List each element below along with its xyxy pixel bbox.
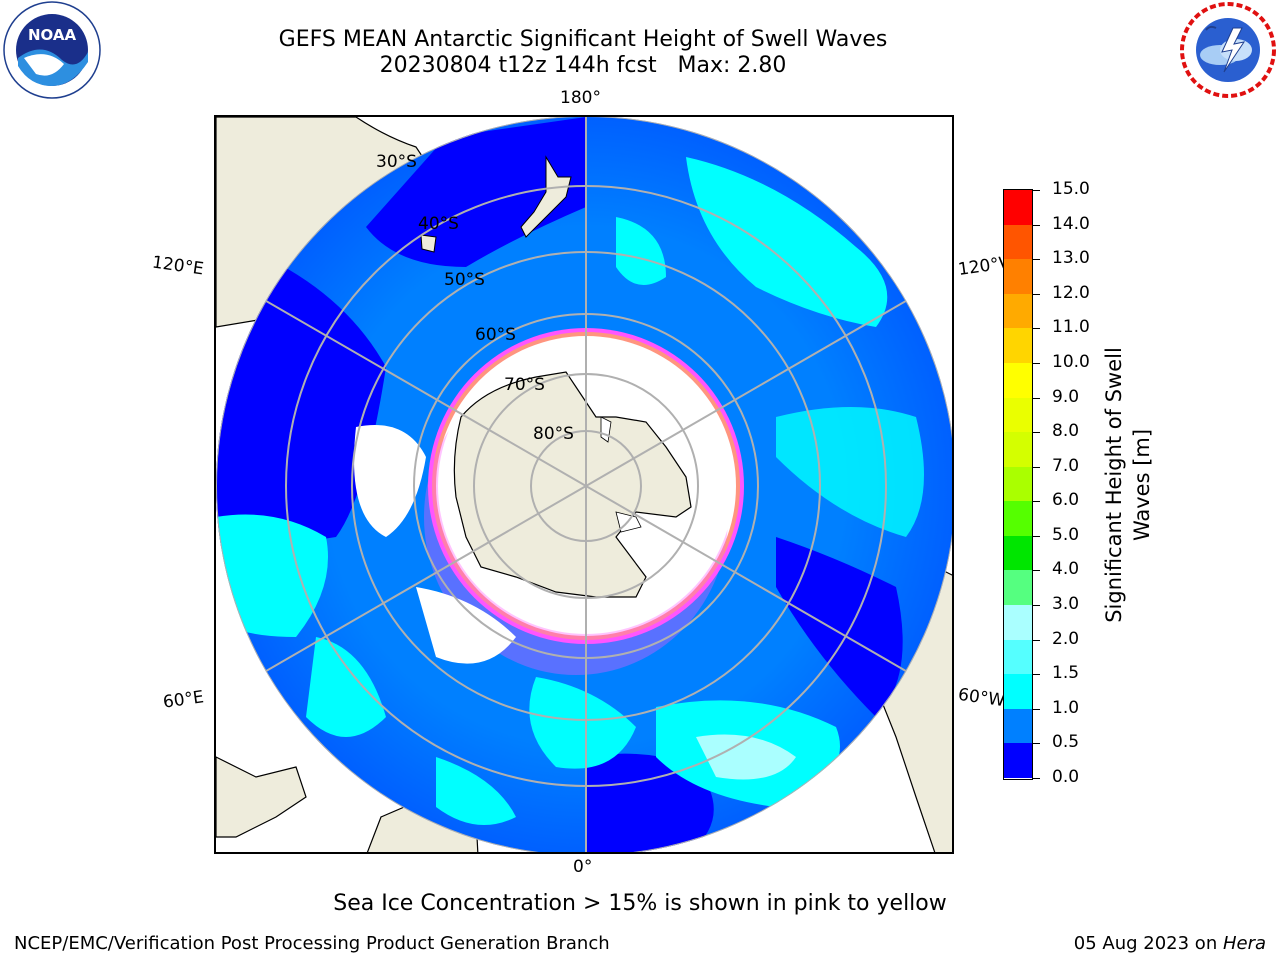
colorbar-segment <box>1004 639 1032 675</box>
colorbar-segment <box>1004 190 1032 226</box>
colorbar <box>1003 189 1033 780</box>
colorbar-segment <box>1004 501 1032 537</box>
colorbar-tick-label: 7.0 <box>1052 455 1080 476</box>
footer-date: 05 Aug 2023 on Hera <box>1074 933 1266 954</box>
colorbar-tick-label: 8.0 <box>1052 421 1080 442</box>
colorbar-tick-label: 2.0 <box>1052 628 1080 649</box>
colorbar-segment <box>1004 535 1032 571</box>
polar-map <box>214 115 954 854</box>
colorbar-tick <box>1033 708 1040 710</box>
colorbar-tick <box>1033 190 1040 191</box>
lat-label-80s: 80°S <box>533 424 574 444</box>
colorbar-segment <box>1004 570 1032 606</box>
lon-label-180: 180° <box>560 88 601 108</box>
colorbar-tick-label: 3.0 <box>1052 594 1080 615</box>
colorbar-segment <box>1004 224 1032 260</box>
colorbar-tick-label: 9.0 <box>1052 386 1080 407</box>
colorbar-segment <box>1004 743 1032 779</box>
colorbar-segment <box>1004 674 1032 710</box>
colorbar-tick-label: 11.0 <box>1052 317 1090 338</box>
lat-label-60s: 60°S <box>475 325 516 345</box>
colorbar-segment <box>1004 708 1032 744</box>
colorbar-tick-label: 10.0 <box>1052 351 1090 372</box>
colorbar-tick <box>1033 224 1040 226</box>
colorbar-tick <box>1033 432 1040 434</box>
colorbar-segment <box>1004 432 1032 468</box>
colorbar-segment <box>1004 259 1032 295</box>
colorbar-segment <box>1004 362 1032 399</box>
lon-label-60w: 60°W <box>956 684 1007 712</box>
colorbar-label-line2: Waves [m] <box>1130 428 1154 542</box>
chart-subtitle: 20230804 t12z 144h fcst Max: 2.80 <box>379 53 787 78</box>
colorbar-tick <box>1033 362 1040 364</box>
noaa-logo-text: NOAA <box>28 26 77 44</box>
colorbar-tick <box>1033 778 1040 779</box>
colorbar-tick-label: 12.0 <box>1052 282 1090 303</box>
colorbar-tick-label: 0.5 <box>1052 732 1080 753</box>
colorbar-segment <box>1004 397 1032 433</box>
colorbar-tick-label: 0.0 <box>1052 767 1080 787</box>
colorbar-segment <box>1004 328 1032 364</box>
colorbar-tick <box>1033 535 1040 537</box>
colorbar-tick <box>1033 674 1040 676</box>
colorbar-tick-label: 13.0 <box>1052 248 1090 269</box>
colorbar-tick <box>1033 570 1040 572</box>
colorbar-tick <box>1033 328 1040 330</box>
colorbar-tick <box>1033 259 1040 261</box>
colorbar-segment <box>1004 293 1032 329</box>
lat-label-40s: 40°S <box>418 214 459 234</box>
footer-date-text: 05 Aug 2023 on <box>1073 933 1223 954</box>
nws-logo <box>1178 0 1278 100</box>
colorbar-tick <box>1033 639 1040 641</box>
colorbar-tick <box>1033 466 1040 468</box>
colorbar-tick-label: 6.0 <box>1052 490 1080 511</box>
colorbar-segment <box>1004 466 1032 502</box>
new-zealand-land <box>520 155 572 238</box>
ocean-field <box>216 117 952 852</box>
colorbar-tick-label: 15.0 <box>1052 179 1090 199</box>
colorbar-tick <box>1033 605 1040 607</box>
colorbar-tick <box>1033 397 1040 399</box>
colorbar-tick-label: 4.0 <box>1052 559 1080 580</box>
footer-credit: NCEP/EMC/Verification Post Processing Pr… <box>14 933 610 954</box>
lon-label-120e: 120°E <box>150 252 205 280</box>
colorbar-label-line1: Significant Height of Swell <box>1102 347 1126 623</box>
antarctica-land <box>453 371 692 598</box>
colorbar-tick <box>1033 293 1040 295</box>
chart-title: GEFS MEAN Antarctic Significant Height o… <box>278 27 888 52</box>
colorbar-label: Significant Height of Swell Waves [m] <box>1100 347 1156 623</box>
lat-label-30s: 30°S <box>376 152 417 172</box>
colorbar-tick-label: 1.5 <box>1052 663 1080 684</box>
colorbar-tick <box>1033 501 1040 503</box>
colorbar-tick-label: 1.0 <box>1052 697 1080 718</box>
noaa-logo: NOAA <box>2 0 102 100</box>
colorbar-segment <box>1004 605 1032 641</box>
lon-label-0: 0° <box>573 857 593 877</box>
colorbar-tick-label: 5.0 <box>1052 524 1080 545</box>
lon-label-60e: 60°E <box>161 687 206 713</box>
lat-label-50s: 50°S <box>444 270 485 290</box>
lat-label-70s: 70°S <box>504 375 545 395</box>
footer-host: Hera <box>1222 933 1266 954</box>
colorbar-tick-label: 14.0 <box>1052 213 1090 234</box>
sea-ice-note: Sea Ice Concentration > 15% is shown in … <box>333 891 947 916</box>
colorbar-tick <box>1033 743 1040 745</box>
